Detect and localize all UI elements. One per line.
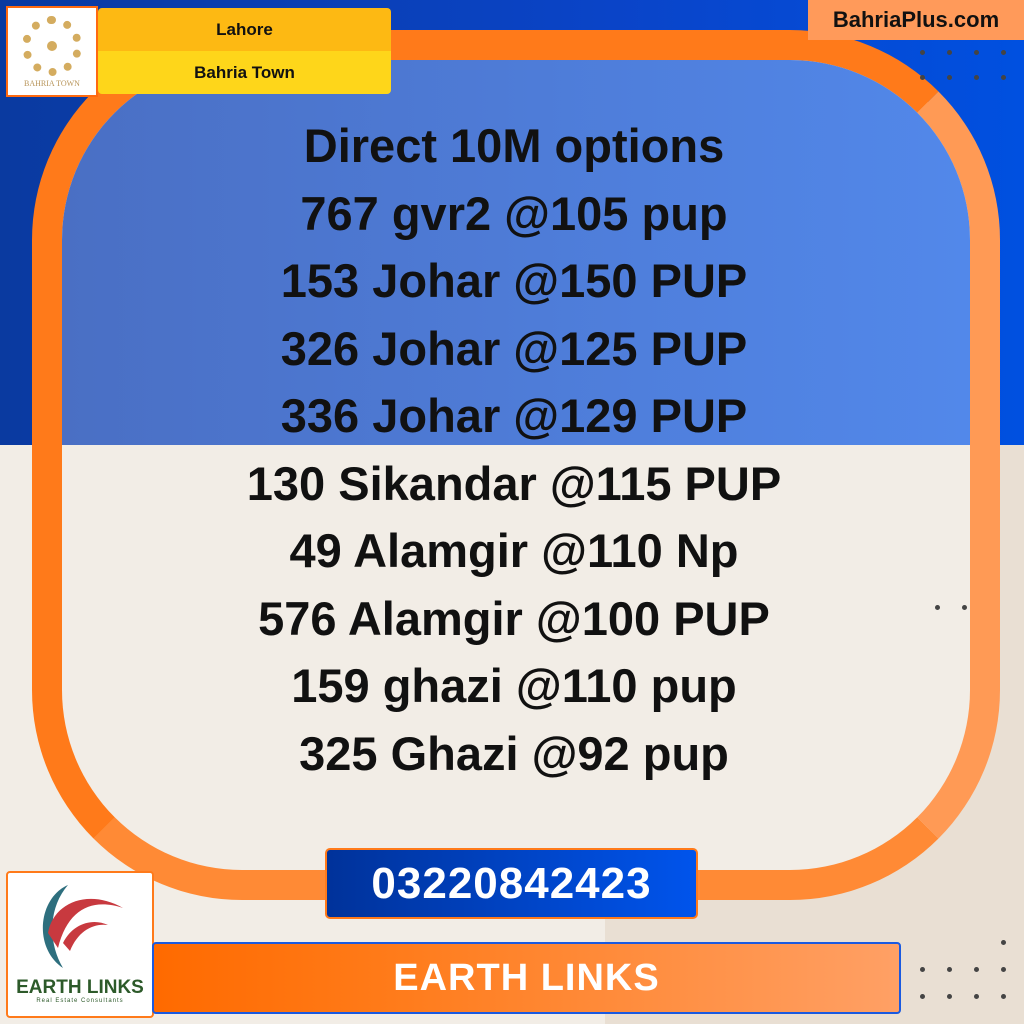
listing-line: 49 Alamgir @110 Np — [289, 524, 739, 577]
seal-icon — [22, 15, 82, 76]
dot-pattern-mid — [935, 605, 967, 610]
city-label: Lahore — [98, 8, 391, 51]
site-name[interactable]: BahriaPlus.com — [808, 0, 1024, 40]
dot-pattern-bottom — [920, 940, 1006, 999]
dot-pattern-top — [920, 50, 1006, 80]
listing-line: 576 Alamgir @100 PUP — [258, 591, 770, 645]
listing-line: 336 Johar @129 PUP — [280, 389, 748, 442]
listing-line: 325 Ghazi @92 pup — [299, 726, 729, 780]
listing-line: 130 Sikandar @115 PUP — [246, 456, 782, 510]
listing-line: 767 gvr2 @105 pup — [300, 186, 728, 240]
society-label: Bahria Town — [98, 51, 391, 94]
location-tags: Lahore Bahria Town — [98, 8, 391, 94]
listing-line: 153 Johar @150 PUP — [280, 254, 748, 307]
agency-name: EARTH LINKS — [152, 942, 901, 1014]
logo-title: EARTH LINKS — [16, 977, 144, 998]
listing-lines: Direct 10M options 767 gvr2 @105 pup 153… — [0, 112, 1024, 787]
listing-line: 159 ghazi @110 pup — [291, 659, 737, 712]
phone-number[interactable]: 03220842423 — [325, 848, 698, 919]
listing-line: 326 Johar @125 PUP — [280, 321, 748, 375]
listing-title: Direct 10M options — [303, 119, 725, 172]
swoosh-icon — [42, 885, 123, 968]
bahria-town-logo: BAHRIA TOWN — [6, 6, 98, 97]
logo-text: BAHRIA TOWN — [24, 78, 80, 88]
earth-links-logo: EARTH LINKS Real Estate Consultants — [6, 871, 154, 1018]
frame-blue-panel — [62, 60, 970, 445]
logo-subtitle: Real Estate Consultants — [36, 998, 124, 1004]
